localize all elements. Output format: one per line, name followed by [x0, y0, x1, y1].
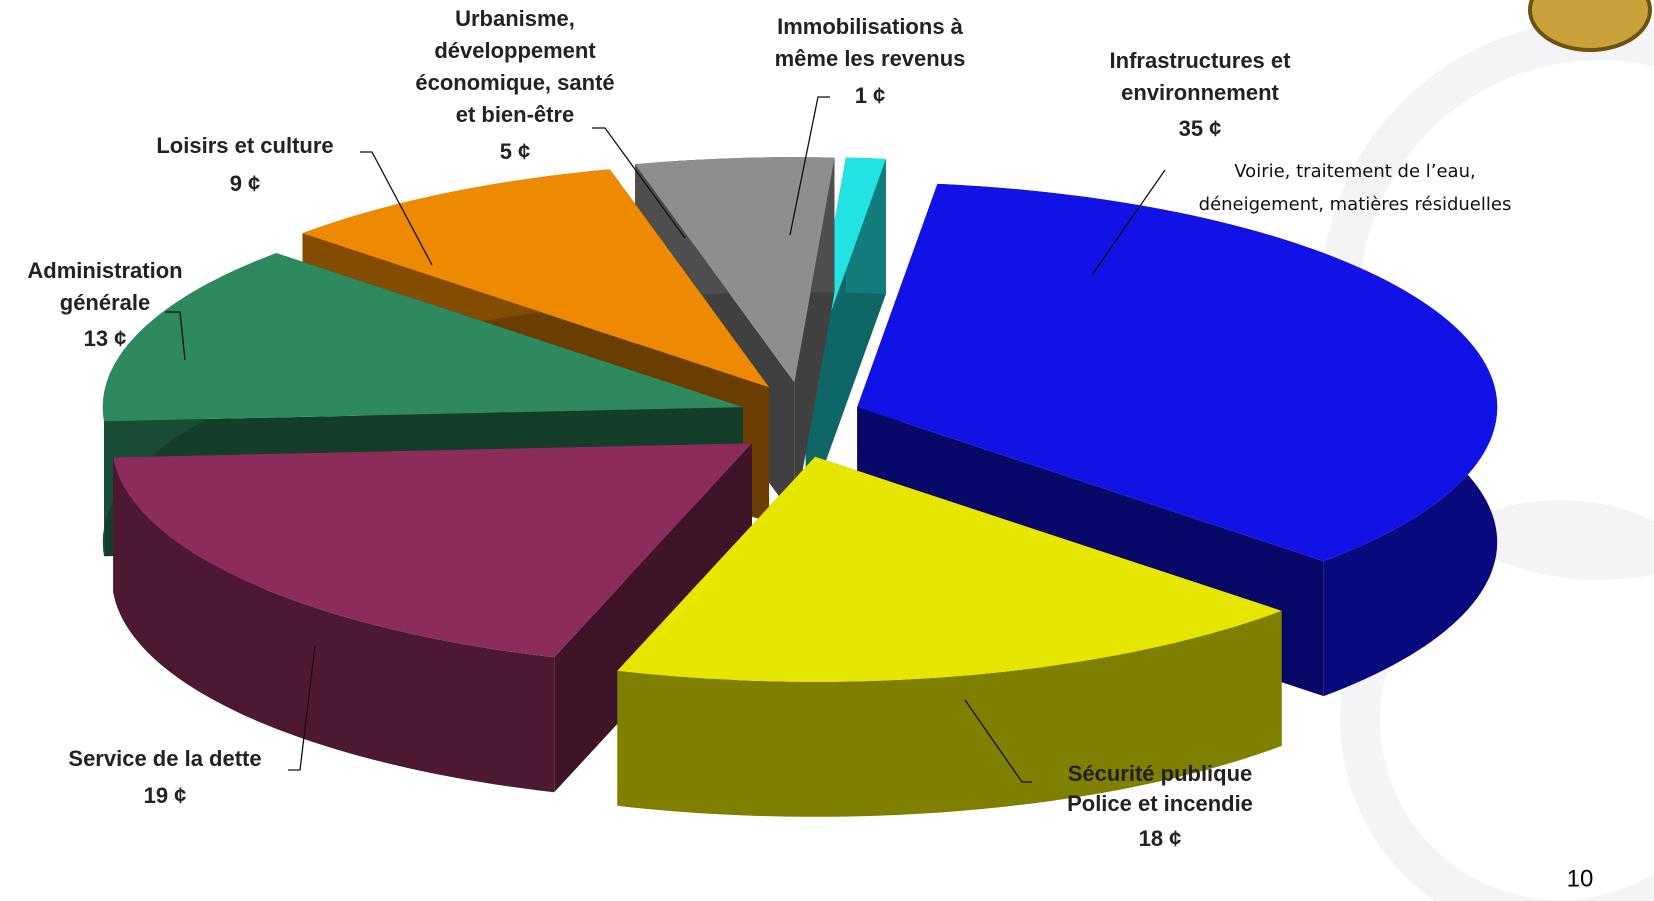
slice-label: Sécurité publique: [1068, 761, 1253, 786]
value-label: 13 ¢: [84, 326, 127, 351]
value-label: 19 ¢: [144, 783, 187, 808]
slice: [113, 443, 752, 658]
slice-label: même les revenus: [775, 46, 966, 71]
leader-line: [789, 96, 830, 236]
slice-side: [113, 457, 555, 793]
leader-line: [165, 311, 186, 361]
slice-label: Loisirs et culture: [156, 133, 333, 158]
leader-line: [592, 127, 686, 239]
value-label: 9 ¢: [230, 171, 261, 196]
slice-label: économique, santé: [415, 70, 614, 95]
value-label: 18 ¢: [1139, 826, 1182, 851]
leader-line: [288, 644, 316, 771]
slice: [635, 157, 835, 383]
slice-label: développement: [434, 38, 596, 63]
leader-line: [360, 151, 433, 266]
value-label: 5 ¢: [500, 139, 531, 164]
annotation: Voirie, traitement de l’eau,: [1234, 161, 1475, 182]
slice-label: Immobilisations à: [777, 14, 964, 39]
slice-label: Service de la dette: [68, 746, 261, 771]
slice-label: Administration: [27, 258, 182, 283]
pie: [102, 157, 1498, 817]
slice-label: générale: [60, 290, 151, 315]
slice: [617, 456, 1282, 682]
slice: [302, 169, 770, 388]
slice: [857, 183, 1498, 562]
slice-label: Infrastructures et: [1110, 48, 1292, 73]
value-label: 35 ¢: [1179, 116, 1222, 141]
page-number: 10: [1567, 865, 1594, 892]
annotation: Police et incendie: [1067, 791, 1253, 816]
slice: [102, 253, 743, 422]
slice-side: [617, 610, 1282, 817]
slice-label: environnement: [1121, 80, 1279, 105]
value-label: 1 ¢: [855, 83, 886, 108]
annotation: déneigement, matières résiduelles: [1199, 194, 1512, 215]
slice-label: Urbanisme,: [455, 6, 575, 31]
leader-line: [1091, 169, 1166, 276]
leader-line: [964, 699, 1032, 783]
slice-label: et bien-être: [456, 102, 575, 127]
